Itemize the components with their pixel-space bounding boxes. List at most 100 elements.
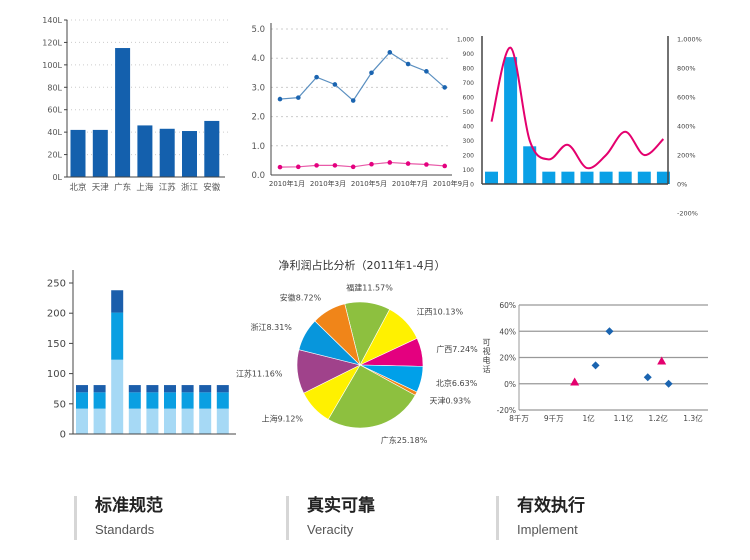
y-right-tick-label: 200% bbox=[677, 152, 696, 160]
y-left-tick-label: 400 bbox=[463, 124, 475, 131]
bar-segment bbox=[146, 385, 159, 393]
bar-segment bbox=[164, 408, 176, 434]
y-tick-label: 20L bbox=[47, 151, 62, 160]
data-point bbox=[277, 164, 283, 170]
bar-segment bbox=[216, 392, 229, 409]
bar bbox=[70, 129, 86, 177]
slice-label: 天津0.93% bbox=[429, 395, 471, 405]
data-point bbox=[442, 163, 448, 169]
charts-canvas: 0L 20L 40L 60L 80L 100L 120L 140L 北京 天津 广东 上海 江苏 浙江 安徽… bbox=[42, 16, 708, 445]
data-point bbox=[442, 85, 448, 90]
y-left-tick-label: 700 bbox=[463, 80, 475, 87]
bar-segment bbox=[128, 392, 141, 409]
bar-segment bbox=[199, 385, 212, 393]
slice-label: 江苏11.16% bbox=[236, 368, 283, 378]
feature-title: 标准规范 bbox=[95, 496, 163, 516]
y-tick-label: 140L bbox=[42, 16, 62, 25]
y-tick-label: 5.0 bbox=[251, 25, 265, 35]
bar bbox=[137, 125, 153, 177]
bar-segment bbox=[128, 385, 141, 393]
series-line bbox=[490, 46, 665, 170]
x-tick-label: 浙江 bbox=[181, 182, 199, 193]
x-tick-label: 广东 bbox=[114, 182, 131, 193]
data-point bbox=[296, 164, 301, 170]
data-point bbox=[332, 163, 338, 168]
x-tick-label: 1亿 bbox=[582, 413, 595, 423]
data-point bbox=[405, 61, 411, 67]
x-tick-label: 天津 bbox=[92, 182, 110, 193]
y-tick-label: 250 bbox=[47, 279, 66, 290]
x-tick-label: 1.1亿 bbox=[614, 413, 634, 423]
y-tick-label: 60% bbox=[499, 301, 516, 310]
chart-scatter: -20% 0% 20% 40% 60% 8千万 9千万 1亿 1.1亿 1.2亿 1.3亿 bbox=[497, 301, 708, 423]
bar-segment bbox=[181, 408, 194, 434]
x-tick-label: 2010年5月 bbox=[351, 179, 387, 188]
y-tick-label: 80L bbox=[47, 83, 62, 92]
y-tick-label: 0.0 bbox=[251, 171, 265, 181]
data-point bbox=[405, 161, 411, 166]
triangle-point bbox=[657, 356, 667, 365]
x-tick-label: 2010年7月 bbox=[392, 179, 428, 188]
scatter-y-axis-label: 可视电话 bbox=[482, 338, 491, 374]
y-tick-label: 0 bbox=[60, 430, 66, 441]
y-left-tick-label: 1,000 bbox=[457, 37, 474, 44]
y-left-tick-label: 300 bbox=[463, 138, 475, 145]
y-tick-label: -20% bbox=[497, 406, 516, 415]
bar bbox=[637, 171, 651, 184]
y-tick-label: 40L bbox=[47, 128, 62, 137]
y-right-tick-label: 0% bbox=[677, 181, 687, 189]
y-tick-label: 40% bbox=[499, 327, 516, 336]
bar bbox=[182, 131, 197, 177]
y-left-tick-label: 900 bbox=[463, 51, 475, 58]
feature-veracity: 真实可靠 Veracity bbox=[286, 496, 375, 540]
bar-segment bbox=[111, 359, 124, 434]
data-point bbox=[387, 50, 393, 55]
chart-bar-line-dual: 0 100 200 300 400 500 600 700 800 900 1,000 -200% 0%… bbox=[457, 36, 702, 218]
y-right-tick-label: 400% bbox=[677, 123, 696, 131]
data-point bbox=[296, 95, 301, 100]
x-tick-label: 1.3亿 bbox=[683, 413, 703, 423]
x-tick-label: 北京 bbox=[69, 182, 86, 193]
bar bbox=[656, 171, 670, 184]
y-tick-label: 100L bbox=[42, 61, 62, 70]
slice-label: 福建11.57% bbox=[346, 283, 393, 293]
data-point bbox=[332, 82, 338, 87]
bar-segment bbox=[146, 392, 159, 409]
bar-segment bbox=[216, 385, 229, 393]
slice-label: 广东25.18% bbox=[381, 435, 428, 445]
y-tick-label: 20% bbox=[499, 354, 516, 363]
bar-segment bbox=[128, 408, 141, 434]
bar-segment bbox=[199, 392, 212, 409]
diamond-point bbox=[591, 361, 600, 370]
diamond-point bbox=[605, 327, 614, 336]
y-right-tick-label: 600% bbox=[677, 94, 696, 102]
y-tick-label: 1.0 bbox=[251, 142, 265, 152]
bar-segment bbox=[164, 385, 176, 393]
feature-subtitle: Implement bbox=[517, 522, 578, 537]
data-point bbox=[350, 98, 356, 103]
y-left-tick-label: 100 bbox=[463, 167, 475, 174]
y-left-tick-label: 500 bbox=[463, 109, 475, 116]
bar-segment bbox=[93, 392, 106, 409]
x-tick-label: 2010年9月 bbox=[433, 179, 469, 188]
pie-slice bbox=[327, 364, 416, 429]
pie-slice bbox=[314, 303, 361, 366]
chart-stacked-bar: 0 50 100 150 200 250 bbox=[47, 270, 236, 441]
data-point bbox=[369, 70, 374, 76]
y-right-tick-label: -200% bbox=[677, 210, 698, 218]
x-tick-label: 上海 bbox=[136, 182, 154, 193]
data-point bbox=[314, 163, 319, 168]
y-right-tick-label: 800% bbox=[677, 65, 696, 73]
x-tick-label: 8千万 bbox=[509, 413, 529, 423]
diamond-point bbox=[664, 379, 673, 388]
y-tick-label: 50 bbox=[53, 399, 66, 410]
x-tick-label: 2010年3月 bbox=[310, 179, 346, 188]
y-tick-label: 150 bbox=[47, 339, 66, 350]
bar bbox=[504, 57, 518, 184]
bar bbox=[542, 171, 556, 184]
bar bbox=[618, 171, 632, 184]
y-tick-label: 3.0 bbox=[251, 83, 265, 93]
bar-segment bbox=[111, 290, 124, 313]
feature-standards: 标准规范 Standards bbox=[74, 496, 163, 540]
chart-title: 净利润占比分析（2011年1-4月） bbox=[279, 258, 446, 272]
